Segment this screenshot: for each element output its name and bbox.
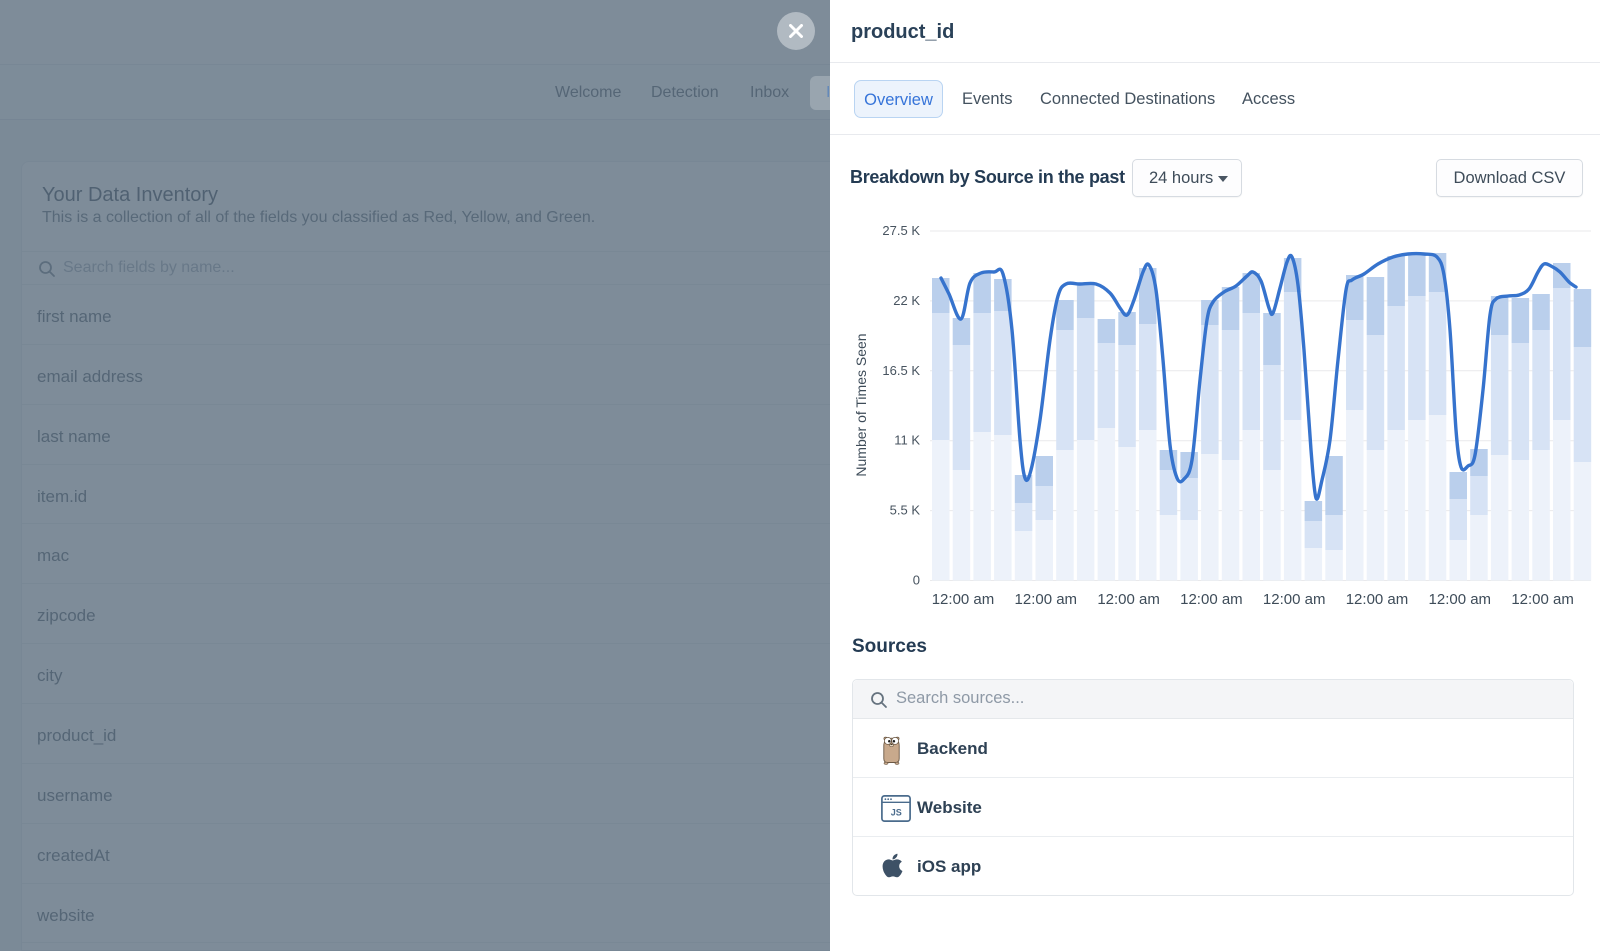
svg-text:12:00 am: 12:00 am bbox=[1097, 591, 1160, 608]
svg-text:12:00 am: 12:00 am bbox=[1429, 591, 1492, 608]
svg-text:5.5 K: 5.5 K bbox=[890, 503, 921, 518]
svg-text:Number of Times Seen: Number of Times Seen bbox=[853, 333, 869, 476]
svg-text:16.5 K: 16.5 K bbox=[882, 363, 920, 378]
svg-text:12:00 am: 12:00 am bbox=[1346, 591, 1409, 608]
svg-text:12:00 am: 12:00 am bbox=[1263, 591, 1326, 608]
svg-text:22 K: 22 K bbox=[893, 293, 920, 308]
svg-text:0: 0 bbox=[913, 573, 920, 588]
svg-text:11 K: 11 K bbox=[894, 433, 920, 448]
svg-text:12:00 am: 12:00 am bbox=[1180, 591, 1243, 608]
svg-text:12:00 am: 12:00 am bbox=[1511, 591, 1574, 608]
svg-text:12:00 am: 12:00 am bbox=[932, 591, 995, 608]
svg-text:27.5 K: 27.5 K bbox=[882, 223, 920, 238]
svg-text:JS: JS bbox=[891, 807, 902, 817]
svg-text:12:00 am: 12:00 am bbox=[1015, 591, 1078, 608]
